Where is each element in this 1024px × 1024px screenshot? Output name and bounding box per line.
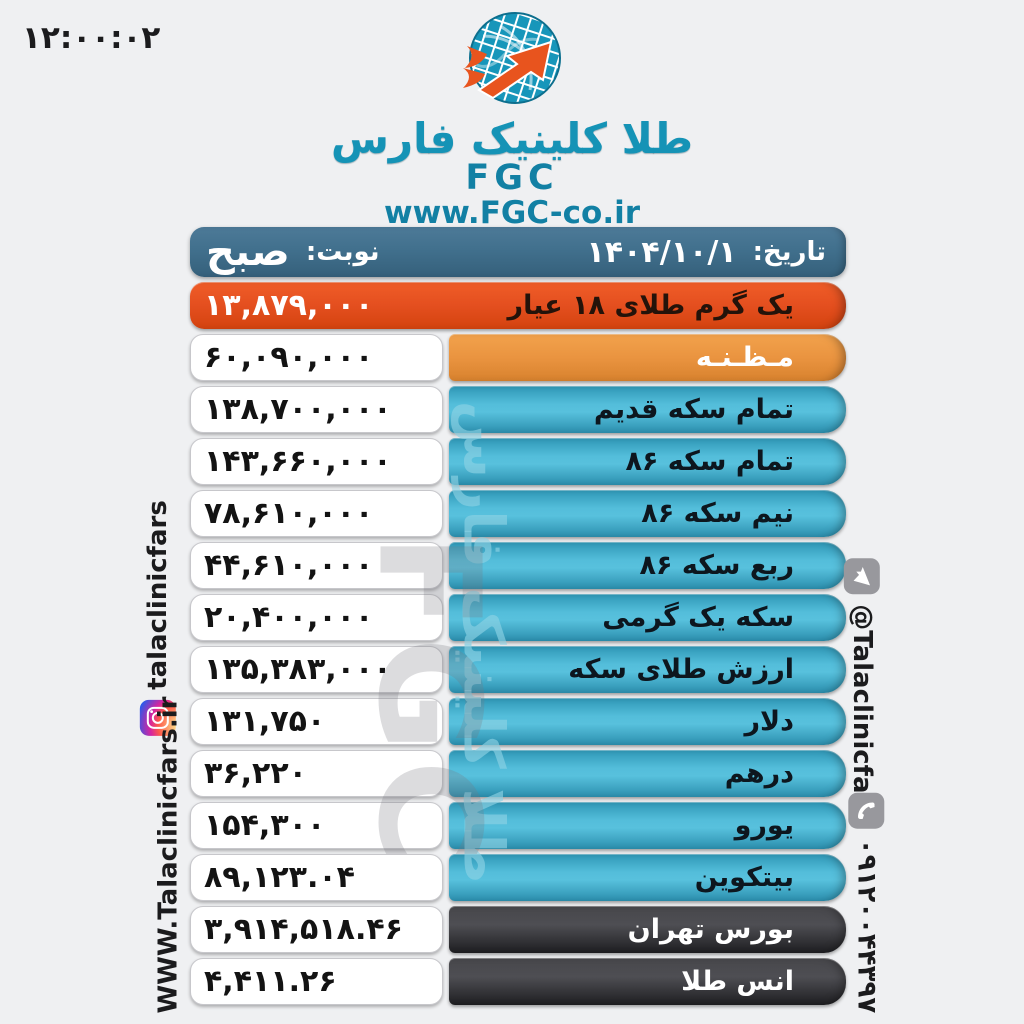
price-label-band: یورو [449,802,846,849]
price-row: ۳,۹۱۴,۵۱۸.۴۶ بورس تهران [190,906,846,953]
globe-icon [453,6,571,118]
shift-value: صبح [206,229,290,275]
price-value: ۷۸,۶۱۰,۰۰۰ [204,496,374,531]
price-row: ۶۰,۰۹۰,۰۰۰ مـظـنـه [190,334,846,381]
price-label-band: تمام سکه ۸۶ [449,438,846,485]
price-label-band: دلار [449,698,846,745]
price-row: ۴,۴۱۱.۲۶ انس طلا [190,958,846,1005]
price-label-band: بورس تهران [449,906,846,953]
price-value-pill: ۴۴,۶۱۰,۰۰۰ [190,542,443,589]
price-label: بورس تهران [627,914,794,945]
price-label: انس طلا [681,966,794,997]
price-value-pill: ۳,۹۱۴,۵۱۸.۴۶ [190,906,443,953]
date-value: ۱۴۰۴/۱۰/۱ [586,234,737,270]
price-value: ۲۰,۴۰۰,۰۰۰ [204,600,374,635]
shift-label: نوبت: [305,237,380,267]
time-display: ۱۲:۰۰:۰۲ [22,20,161,56]
price-value: ۶۰,۰۹۰,۰۰۰ [204,340,374,375]
price-value-pill: ۲۰,۴۰۰,۰۰۰ [190,594,443,641]
price-label: دلار [744,706,794,737]
price-row: ۸۹,۱۲۳.۰۴ بیتکوین [190,854,846,901]
phone-strip: ۰۹۱۲۰۰۴۴۳۹۷ [848,792,885,1014]
price-row: ۲۰,۴۰۰,۰۰۰ سکه یک گرمی [190,594,846,641]
price-row: ۱۳,۸۷۹,۰۰۰ یک گرم طلای ۱۸ عیار [190,282,846,329]
price-row: ۱۵۴,۳۰۰ یورو [190,802,846,849]
price-value-pill: ۱۵۴,۳۰۰ [190,802,443,849]
price-label: ربع سکه ۸۶ [639,550,794,581]
price-value: ۱۳۵,۳۸۳,۰۰۰ [204,652,392,687]
price-value: ۴۴,۶۱۰,۰۰۰ [204,548,374,583]
company-logo: طلا کلینیک فارس FGC www.FGC-co.ir [0,6,1024,229]
price-row: ۳۶,۲۲۰ درهم [190,750,846,797]
price-label: ارزش طلای سکه [568,654,794,685]
price-value: ۳۶,۲۲۰ [204,756,307,791]
price-label: یک گرم طلای ۱۸ عیار [507,290,794,321]
price-label: نیم سکه ۸۶ [641,498,794,529]
price-value-pill: ۱۳۵,۳۸۳,۰۰۰ [190,646,443,693]
price-value-pill: ۱۳۸,۷۰۰,۰۰۰ [190,386,443,433]
price-table: تاریخ: ۱۴۰۴/۱۰/۱ نوبت: صبح ۱۳,۸۷۹,۰۰۰ یک … [190,227,846,1005]
price-value: ۸۹,۱۲۳.۰۴ [204,860,355,895]
price-label-band: سکه یک گرمی [449,594,846,641]
price-label: درهم [724,758,794,789]
price-row: ۱۴۳,۶۶۰,۰۰۰ تمام سکه ۸۶ [190,438,846,485]
price-value: ۴,۴۱۱.۲۶ [204,964,337,999]
brand-website: www.FGC-co.ir [383,194,641,231]
brand-name: طلا کلینیک فارس [330,114,694,163]
price-label: سکه یک گرمی [602,602,794,633]
price-label-band: مـظـنـه [449,334,846,381]
price-label: تمام سکه قدیم [593,394,794,425]
price-label-band: انس طلا [449,958,846,1005]
price-row: ۱۳۸,۷۰۰,۰۰۰ تمام سکه قدیم [190,386,846,433]
price-value-pill: ۸۹,۱۲۳.۰۴ [190,854,443,901]
price-row: ۱۳۱,۷۵۰ دلار [190,698,846,745]
price-label-band: درهم [449,750,846,797]
price-value: ۱۳۱,۷۵۰ [204,704,326,739]
date-label: تاریخ: [752,237,826,267]
price-value: ۱۳,۸۷۹,۰۰۰ [204,288,374,323]
price-label-band: تمام سکه قدیم [449,386,846,433]
price-label-band: ارزش طلای سکه [449,646,846,693]
price-value: ۳,۹۱۴,۵۱۸.۴۶ [204,912,403,947]
price-value-pill: ۱۳۱,۷۵۰ [190,698,443,745]
brand-abbr: FGC [465,158,559,198]
price-label: تمام سکه ۸۶ [625,446,794,477]
table-header: تاریخ: ۱۴۰۴/۱۰/۱ نوبت: صبح [190,227,846,277]
website-vertical-text: WWW.Talaclinicfars.ir [153,696,184,1014]
website-strip: WWW.Talaclinicfars.ir [154,696,184,1013]
price-value-pill: ۶۰,۰۹۰,۰۰۰ [190,334,443,381]
price-label: بیتکوین [694,862,794,893]
telegram-strip: @Talaclinicfars [843,558,880,822]
instagram-strip: talaclinicfars [139,500,176,736]
price-label-band: ۱۳,۸۷۹,۰۰۰ یک گرم طلای ۱۸ عیار [190,282,846,329]
price-label-band: بیتکوین [449,854,846,901]
price-row: ۱۳۵,۳۸۳,۰۰۰ ارزش طلای سکه [190,646,846,693]
price-value-pill: ۱۴۳,۶۶۰,۰۰۰ [190,438,443,485]
telegram-icon [843,558,880,595]
instagram-handle: talaclinicfars [142,500,173,690]
instagram-icon [139,699,176,736]
price-value-pill: ۴,۴۱۱.۲۶ [190,958,443,1005]
phone-icon [848,792,885,829]
phone-number: ۰۹۱۲۰۰۴۴۳۹۷ [851,838,882,1014]
price-value-pill: ۳۶,۲۲۰ [190,750,443,797]
price-row: ۴۴,۶۱۰,۰۰۰ ربع سکه ۸۶ [190,542,846,589]
price-value: ۱۴۳,۶۶۰,۰۰۰ [204,444,392,479]
telegram-handle: @Talaclinicfars [846,604,877,822]
price-label-band: ربع سکه ۸۶ [449,542,846,589]
price-row: ۷۸,۶۱۰,۰۰۰ نیم سکه ۸۶ [190,490,846,537]
price-value: ۱۵۴,۳۰۰ [204,808,326,843]
price-label: مـظـنـه [695,342,794,373]
price-value: ۱۳۸,۷۰۰,۰۰۰ [204,392,392,427]
price-value-pill: ۷۸,۶۱۰,۰۰۰ [190,490,443,537]
price-rows: ۱۳,۸۷۹,۰۰۰ یک گرم طلای ۱۸ عیار ۶۰,۰۹۰,۰۰۰ م… [190,282,846,1005]
price-label-band: نیم سکه ۸۶ [449,490,846,537]
price-label: یورو [734,810,794,841]
